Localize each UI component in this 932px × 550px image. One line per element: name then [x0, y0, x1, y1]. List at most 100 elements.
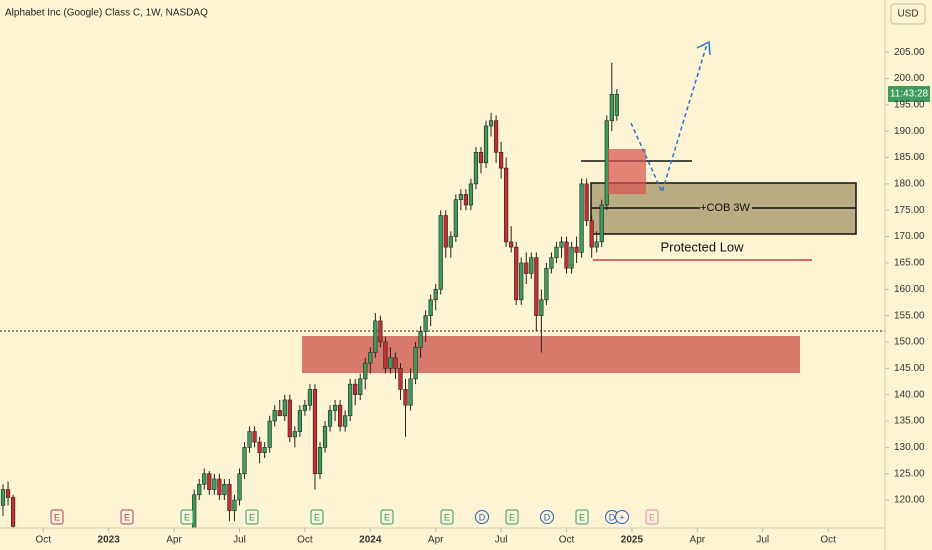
candle-body — [348, 383, 353, 417]
x-tick-label: 2024 — [359, 535, 382, 546]
event-marker — [540, 510, 554, 524]
candle-body — [529, 257, 534, 274]
y-tick-label: 155.00 — [894, 310, 925, 321]
candle-body — [564, 241, 569, 269]
candle-body — [358, 378, 363, 395]
y-tick-label: 140.00 — [894, 389, 925, 400]
y-tick-label: 185.00 — [894, 152, 925, 163]
candle-body — [554, 246, 559, 258]
event-marker — [615, 510, 629, 524]
candle-body — [393, 357, 398, 369]
x-tick-label: Oct — [820, 535, 836, 546]
candle-body — [524, 262, 529, 274]
candle-body — [599, 204, 604, 243]
candle-body — [373, 320, 378, 353]
currency-button[interactable] — [890, 3, 926, 25]
y-tick-label: 120.00 — [894, 495, 925, 506]
projection-arrow — [630, 43, 708, 195]
candle-body — [202, 473, 207, 485]
event-label: E — [54, 512, 60, 522]
event-marker — [120, 509, 134, 525]
candle-body — [609, 94, 614, 121]
y-tick-label: 175.00 — [894, 205, 925, 216]
candle-body — [302, 404, 307, 411]
candle-body — [262, 447, 267, 453]
y-tick-label: 135.00 — [894, 416, 925, 427]
y-tick-label: 205.00 — [894, 47, 925, 58]
candle-body — [493, 120, 499, 153]
candle-body — [549, 257, 554, 269]
countdown-tag — [888, 86, 930, 102]
candle-body — [519, 262, 524, 301]
candle-body — [207, 473, 212, 490]
event-label: E — [649, 512, 655, 522]
candle-body — [408, 378, 413, 406]
currency[interactable]: USD — [897, 9, 918, 20]
event-label: E — [509, 512, 515, 522]
candle-body — [388, 357, 393, 369]
candle-body — [544, 267, 549, 301]
candle-body — [353, 383, 358, 395]
candle-body — [257, 441, 262, 453]
candle-body — [363, 362, 368, 380]
candle-body — [428, 299, 433, 316]
event-marker — [475, 510, 489, 524]
event-label: D — [544, 512, 551, 522]
candle-body — [232, 499, 237, 511]
chart-title: Alphabet Inc (Google) Class C, 1W, NASDA… — [5, 8, 208, 19]
candle-body — [307, 389, 313, 406]
candle-body — [267, 420, 272, 448]
x-tick-label: 2023 — [98, 535, 121, 546]
event-marker — [50, 509, 64, 525]
candle-body — [483, 125, 489, 164]
y-tick-label: 195.00 — [894, 100, 925, 111]
y-tick-label: 125.00 — [894, 468, 925, 479]
event-label: E — [124, 512, 130, 522]
event-label: E — [249, 512, 255, 522]
candle-body — [277, 410, 282, 417]
event-marker — [645, 509, 659, 525]
x-tick-label: Apr — [166, 535, 182, 546]
candle-body — [227, 483, 232, 511]
candle-body — [594, 241, 599, 248]
candle-body — [438, 215, 443, 290]
y-tick-label: 160.00 — [894, 284, 925, 295]
x-tick-label: 2025 — [621, 535, 644, 546]
candle-body — [5, 489, 11, 498]
candle-body — [252, 431, 257, 443]
candle-body — [458, 194, 463, 201]
candle-body — [433, 288, 438, 301]
candle-body — [287, 399, 292, 438]
candle-body — [398, 368, 403, 390]
cob-label: +COB 3W — [700, 202, 750, 214]
candle-body — [534, 257, 539, 316]
candle-body — [378, 320, 383, 343]
candle-body — [297, 410, 302, 432]
x-tick-label: Jul — [233, 535, 246, 546]
x-tick-label: Oct — [559, 535, 575, 546]
y-tick-label: 200.00 — [894, 73, 925, 84]
candle-body — [332, 404, 338, 411]
candle-body — [10, 497, 16, 527]
event-marker — [245, 509, 259, 525]
candle-body — [499, 151, 504, 169]
y-tick-label: 170.00 — [894, 231, 925, 242]
candle-body — [559, 241, 564, 248]
candle-body — [338, 404, 343, 427]
candle-body — [272, 410, 277, 422]
event-marker — [505, 509, 519, 525]
x-tick-label: Apr — [690, 535, 706, 546]
candle-body — [322, 425, 328, 448]
x-tick-label: Apr — [428, 535, 444, 546]
candle-body — [579, 183, 584, 253]
y-tick-label: 180.00 — [894, 179, 925, 190]
event-label: + — [619, 512, 624, 522]
candle-body — [514, 246, 519, 301]
candle-body — [569, 246, 574, 269]
candles — [0, 62, 619, 528]
candle-body — [448, 236, 453, 248]
countdown: 11:43:28 — [890, 89, 929, 100]
candle-body — [292, 431, 297, 438]
candle-body — [468, 183, 474, 206]
candle-body — [237, 473, 242, 501]
